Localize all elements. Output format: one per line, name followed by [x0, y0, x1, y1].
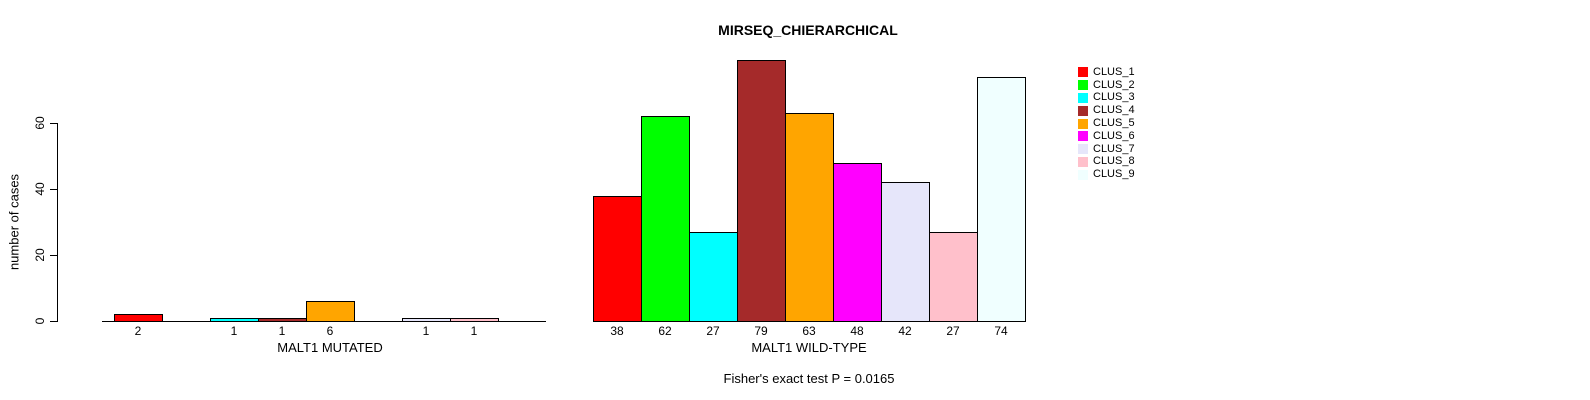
- legend: CLUS_1 CLUS_2 CLUS_3 CLUS_4 CLUS_5 CLUS_6 CLUS…: [1078, 66, 1135, 181]
- legend-item-clus_2: CLUS_2: [1078, 79, 1135, 92]
- bar-clus_9-wild-type: [977, 77, 1026, 322]
- legend-item-clus_7: CLUS_7: [1078, 143, 1135, 156]
- legend-item-clus_3: CLUS_3: [1078, 92, 1135, 105]
- bar-clus_4-mutated: [258, 318, 307, 322]
- y-tick-40: [50, 189, 57, 190]
- y-tick-60: [50, 123, 57, 124]
- y-tick-label-0: 0: [33, 317, 47, 325]
- bar-clus_1-wild-type: [593, 196, 642, 322]
- legend-item-clus_9: CLUS_9: [1078, 168, 1135, 181]
- bar-value-clus_1-mutated: 2: [134, 324, 142, 338]
- bar-value-clus_3-wild-type: 27: [706, 324, 720, 338]
- bar-value-clus_1-wild-type: 38: [610, 324, 624, 338]
- bar-clus_3-mutated: [210, 318, 259, 322]
- legend-swatch-clus_8: [1078, 156, 1088, 167]
- legend-label-clus_3: CLUS_3: [1093, 91, 1135, 104]
- fisher-test-annotation: Fisher's exact test P = 0.0165: [723, 371, 895, 386]
- legend-swatch-clus_5: [1078, 118, 1088, 129]
- legend-item-clus_5: CLUS_5: [1078, 117, 1135, 130]
- legend-swatch-clus_2: [1078, 80, 1088, 91]
- y-tick-label-60: 60: [33, 116, 47, 130]
- legend-label-clus_4: CLUS_4: [1093, 104, 1135, 117]
- bar-clus_2-wild-type: [641, 116, 690, 322]
- legend-label-clus_7: CLUS_7: [1093, 142, 1135, 155]
- y-axis-line: [57, 123, 58, 322]
- bar-value-clus_3-mutated: 1: [230, 324, 238, 338]
- bar-value-clus_2-wild-type: 62: [658, 324, 672, 338]
- bar-value-clus_8-wild-type: 27: [946, 324, 960, 338]
- legend-swatch-clus_3: [1078, 92, 1088, 103]
- y-tick-label-40: 40: [33, 182, 47, 196]
- bar-value-clus_4-wild-type: 79: [754, 324, 768, 338]
- legend-item-clus_6: CLUS_6: [1078, 130, 1135, 143]
- bar-value-clus_6-wild-type: 48: [850, 324, 864, 338]
- bar-value-clus_5-mutated: 6: [326, 324, 334, 338]
- legend-item-clus_8: CLUS_8: [1078, 156, 1135, 169]
- legend-swatch-clus_1: [1078, 67, 1088, 78]
- bar-clus_5-mutated: [306, 301, 355, 322]
- legend-label-clus_5: CLUS_5: [1093, 117, 1135, 130]
- bar-value-clus_7-wild-type: 42: [898, 324, 912, 338]
- bar-clus_5-wild-type: [785, 113, 834, 322]
- legend-label-clus_1: CLUS_1: [1093, 65, 1135, 78]
- bar-value-clus_4-mutated: 1: [278, 324, 286, 338]
- bar-value-clus_7-mutated: 1: [422, 324, 430, 338]
- legend-swatch-clus_6: [1078, 131, 1088, 142]
- chart-title: MIRSEQ_CHIERARCHICAL: [718, 22, 898, 38]
- legend-swatch-clus_7: [1078, 144, 1088, 155]
- bar-value-clus_8-mutated: 1: [470, 324, 478, 338]
- legend-swatch-clus_4: [1078, 105, 1088, 116]
- y-tick-20: [50, 255, 57, 256]
- bar-value-clus_9-wild-type: 74: [994, 324, 1008, 338]
- y-tick-label-20: 20: [33, 248, 47, 262]
- legend-label-clus_2: CLUS_2: [1093, 78, 1135, 91]
- bar-clus_7-wild-type: [881, 182, 930, 322]
- legend-label-clus_9: CLUS_9: [1093, 168, 1135, 181]
- bar-clus_3-wild-type: [689, 232, 738, 322]
- y-axis-label: number of cases: [6, 173, 22, 271]
- bar-clus_8-wild-type: [929, 232, 978, 322]
- x-axis-label-mutated: MALT1 MUTATED: [277, 340, 383, 355]
- legend-swatch-clus_9: [1078, 169, 1088, 180]
- y-tick-0: [50, 321, 57, 322]
- bar-clus_8-mutated: [450, 318, 499, 322]
- bar-clus_7-mutated: [402, 318, 451, 322]
- x-axis-label-wild-type: MALT1 WILD-TYPE: [751, 340, 867, 355]
- legend-label-clus_8: CLUS_8: [1093, 155, 1135, 168]
- legend-label-clus_6: CLUS_6: [1093, 129, 1135, 142]
- bar-clus_6-wild-type: [833, 163, 882, 322]
- bar-clus_1-mutated: [114, 314, 163, 322]
- legend-item-clus_4: CLUS_4: [1078, 104, 1135, 117]
- legend-item-clus_1: CLUS_1: [1078, 66, 1135, 79]
- bar-clus_4-wild-type: [737, 60, 786, 322]
- bar-value-clus_5-wild-type: 63: [802, 324, 816, 338]
